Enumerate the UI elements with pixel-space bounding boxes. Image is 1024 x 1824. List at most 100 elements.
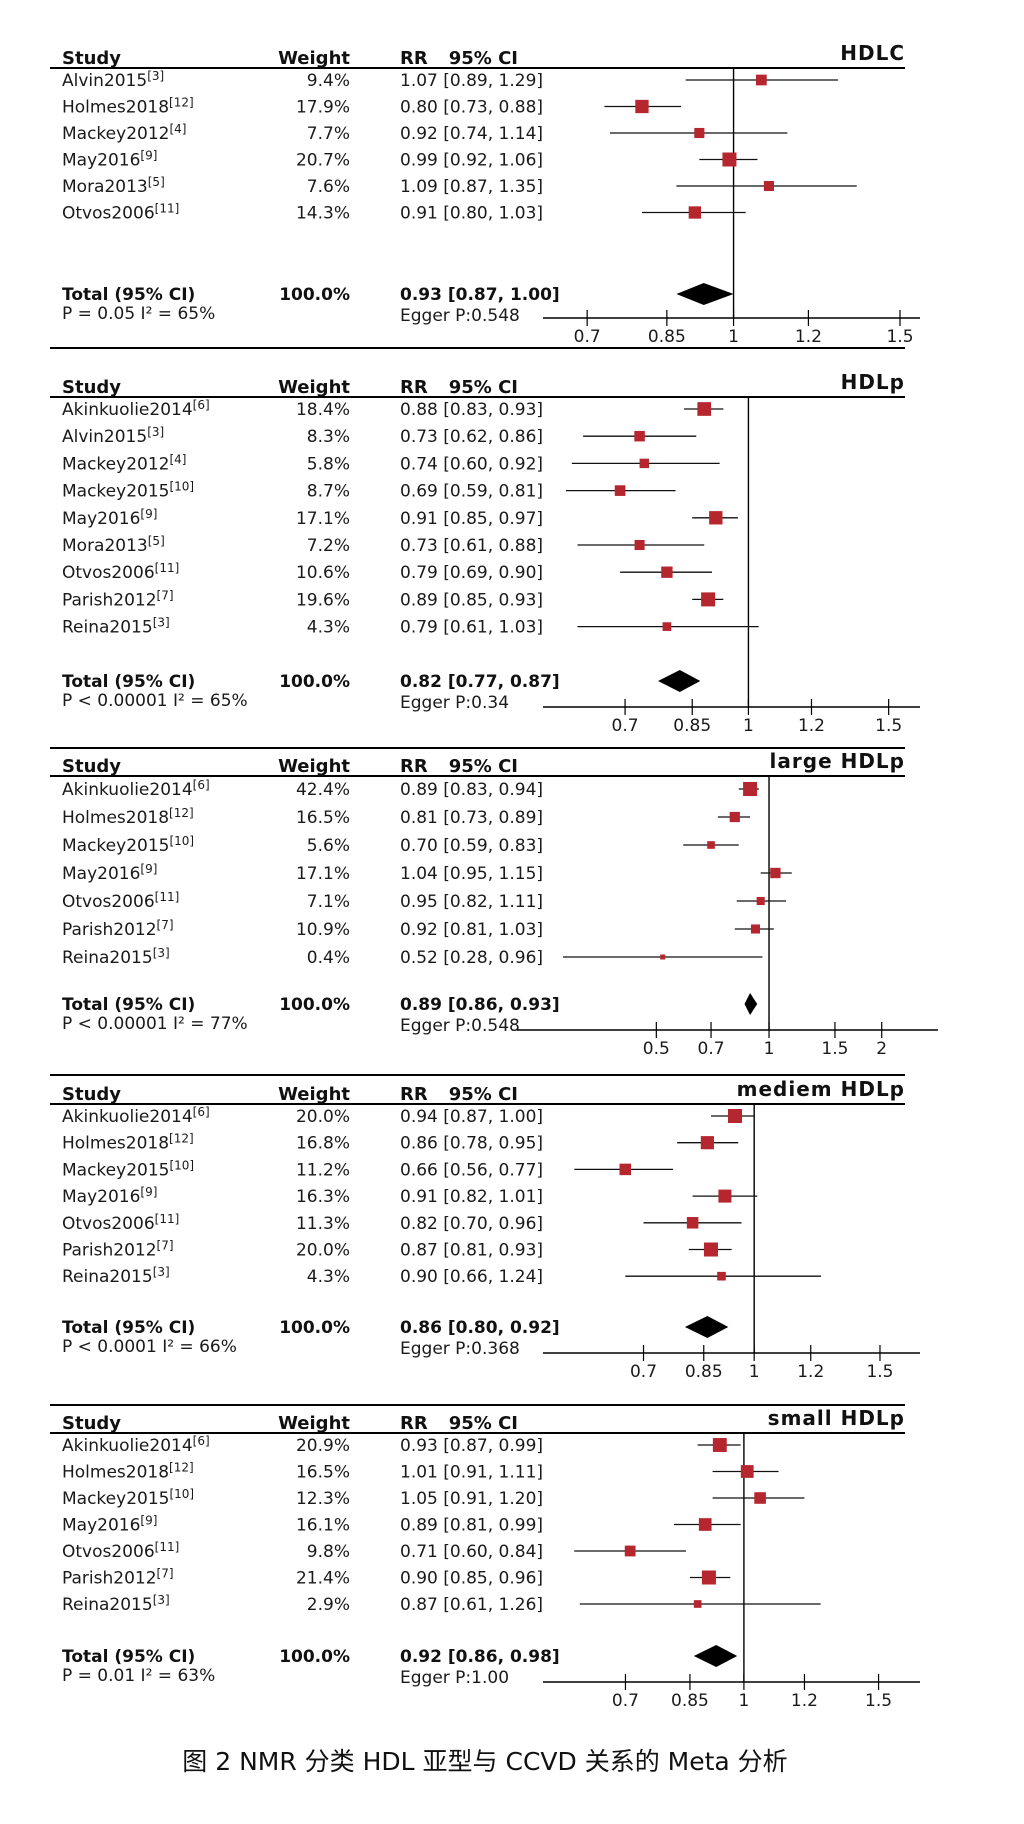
study-row: May2016[9] 16.3% 0.91 [0.82, 1.01] (62, 1185, 758, 1207)
header-rr: RR (400, 1084, 428, 1105)
study-weight: 16.8% (296, 1134, 350, 1154)
study-row: Alvin2015[3] 8.3% 0.73 [0.62, 0.86] (62, 425, 697, 447)
study-weight: 4.3% (307, 1267, 350, 1287)
pooled-diamond (744, 993, 758, 1015)
x-tick-label: 1.5 (886, 327, 913, 347)
study-rr-ci: 0.82 [0.70, 0.96] (400, 1214, 543, 1234)
study-rr-ci: 1.04 [0.95, 1.15] (400, 864, 543, 884)
total-row: Total (95% CI) 100.0% 0.82 [0.77, 0.87] P <… (62, 670, 701, 713)
study-ref: [12] (169, 1461, 194, 1475)
effect-marker (619, 1163, 632, 1176)
total-rr-ci: 0.82 [0.77, 0.87] (400, 672, 560, 692)
study-row: Otvos2006[11] 14.3% 0.91 [0.80, 1.03] (62, 202, 746, 224)
study-rr-ci: 0.87 [0.61, 1.26] (400, 1595, 543, 1615)
study-rr-ci: 1.09 [0.87, 1.35] (400, 177, 543, 197)
forest-panel-4: Study Weight RR 95% CI mediem HDLp Akinkuolie… (50, 1077, 920, 1406)
header-weight: Weight (278, 756, 350, 777)
study-ref: [4] (169, 452, 186, 466)
effect-marker (763, 180, 774, 192)
study-row: May2016[9] 17.1% 1.04 [0.95, 1.15] (62, 862, 792, 884)
study-ref: [9] (140, 862, 157, 876)
header-study: Study (62, 1413, 121, 1434)
panel-title: large HDLp (770, 749, 905, 773)
study-rr-ci: 0.69 [0.59, 0.81] (400, 482, 543, 502)
study-row: May2016[9] 17.1% 0.91 [0.85, 0.97] (62, 507, 738, 529)
study-rr-ci: 0.79 [0.69, 0.90] (400, 563, 543, 583)
study-ref: [6] (193, 398, 210, 412)
total-label: Total (95% CI) (62, 1318, 195, 1338)
study-weight: 16.5% (296, 808, 350, 828)
study-row: Holmes2018[12] 16.5% 1.01 [0.91, 1.11] (62, 1461, 779, 1483)
study-rr-ci: 0.92 [0.74, 1.14] (400, 124, 543, 144)
effect-marker (717, 1271, 726, 1281)
effect-marker (701, 1570, 716, 1585)
study-row: Mora2013[5] 7.6% 1.09 [0.87, 1.35] (62, 175, 857, 197)
study-ref: [9] (140, 149, 157, 163)
effect-marker (635, 99, 649, 114)
egger-test: Egger P:0.548 (400, 306, 520, 326)
study-row: Reina2015[3] 2.9% 0.87 [0.61, 1.26] (62, 1593, 821, 1615)
study-weight: 11.3% (296, 1214, 350, 1234)
study-row: Akinkuolie2014[6] 20.0% 0.94 [0.87, 1.00] (62, 1105, 755, 1127)
x-tick-label: 1 (764, 1039, 775, 1059)
effect-marker (624, 1545, 636, 1557)
study-ref: [12] (169, 96, 194, 110)
study-weight: 7.2% (307, 536, 350, 556)
x-tick-label: 0.7 (698, 1039, 725, 1059)
forest-panel-3: Study Weight RR 95% CI large HDLp Akinkuolie2… (50, 749, 938, 1076)
study-ref: [12] (169, 1132, 194, 1146)
study-ref: [4] (169, 122, 186, 136)
study-row: Reina2015[3] 4.3% 0.79 [0.61, 1.03] (62, 616, 759, 638)
study-rr-ci: 0.73 [0.61, 0.88] (400, 536, 543, 556)
total-weight: 100.0% (279, 672, 350, 692)
study-weight: 17.1% (296, 864, 350, 884)
header-rr: RR (400, 48, 428, 69)
effect-marker (722, 152, 737, 167)
study-ref: [11] (155, 1212, 180, 1226)
study-rr-ci: 0.90 [0.66, 1.24] (400, 1267, 543, 1287)
effect-marker (754, 1492, 766, 1504)
study-rr-ci: 1.05 [0.91, 1.20] (400, 1489, 543, 1509)
total-weight: 100.0% (279, 1647, 350, 1667)
study-name: Holmes2018[12] (62, 1132, 194, 1154)
effect-marker (660, 954, 666, 960)
x-tick-label: 0.7 (612, 716, 639, 736)
study-rr-ci: 0.86 [0.78, 0.95] (400, 1134, 543, 1154)
study-weight: 7.6% (307, 177, 350, 197)
study-rr-ci: 0.79 [0.61, 1.03] (400, 618, 543, 638)
study-weight: 21.4% (296, 1569, 350, 1589)
header-rr: RR (400, 377, 428, 398)
header-study: Study (62, 377, 121, 398)
study-name: Akinkuolie2014[6] (62, 1105, 210, 1127)
study-weight: 42.4% (296, 780, 350, 800)
study-name: Holmes2018[12] (62, 806, 194, 828)
study-row: Akinkuolie2014[6] 18.4% 0.88 [0.83, 0.93] (62, 398, 724, 420)
x-tick-label: 1.2 (798, 716, 825, 736)
study-ref: [3] (147, 425, 164, 439)
header-rr: RR (400, 756, 428, 777)
egger-test: Egger P:0.368 (400, 1339, 520, 1359)
study-ref: [7] (157, 918, 174, 932)
x-tick-label: 0.85 (673, 716, 711, 736)
total-label: Total (95% CI) (62, 285, 195, 305)
study-weight: 8.3% (307, 427, 350, 447)
x-tick-label: 2 (876, 1039, 887, 1059)
total-rr-ci: 0.92 [0.86, 0.98] (400, 1647, 560, 1667)
study-weight: 16.3% (296, 1187, 350, 1207)
study-name: Mora2013[5] (62, 534, 165, 556)
study-weight: 8.7% (307, 482, 350, 502)
study-name: Mackey2015[10] (62, 480, 194, 502)
study-row: May2016[9] 20.7% 0.99 [0.92, 1.06] (62, 149, 758, 171)
effect-marker (743, 782, 758, 796)
study-rr-ci: 0.81 [0.73, 0.89] (400, 808, 543, 828)
study-ref: [5] (148, 534, 165, 548)
x-tick-label: 0.85 (671, 1691, 709, 1711)
x-tick-label: 1.5 (875, 716, 902, 736)
x-tick-label: 1 (749, 1362, 760, 1382)
study-weight: 0.4% (307, 948, 350, 968)
heterogeneity-stats: P = 0.05 I² = 65% (62, 304, 215, 324)
study-rr-ci: 0.89 [0.85, 0.93] (400, 590, 543, 610)
study-name: Alvin2015[3] (62, 425, 164, 447)
study-name: Reina2015[3] (62, 1265, 170, 1287)
